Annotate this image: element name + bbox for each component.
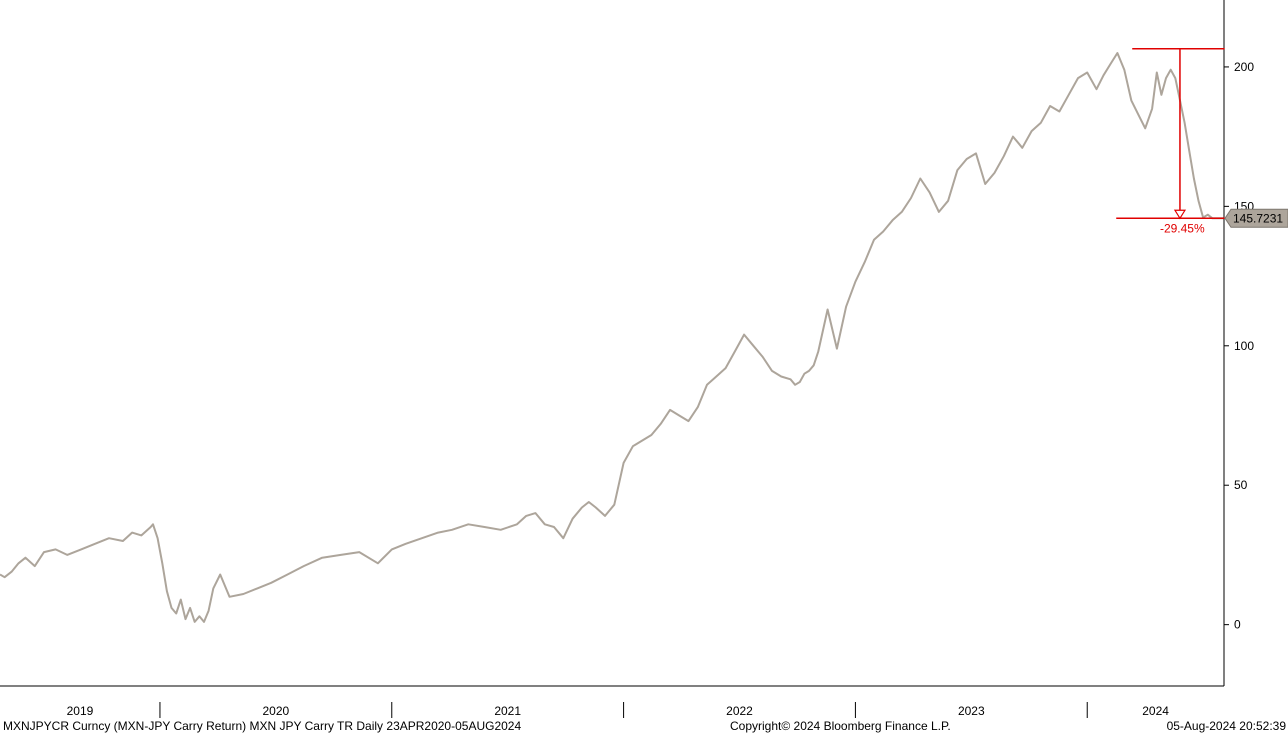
x-year-label: 2019 [67, 704, 94, 718]
drawdown-percent-label: -29.45% [1160, 221, 1205, 235]
x-year-label: 2023 [958, 704, 985, 718]
footer-copyright: Copyright© 2024 Bloomberg Finance L.P. [730, 719, 951, 733]
footer-security-description: MXNJPYCR Curncy (MXN-JPY Carry Return) M… [3, 719, 522, 733]
plot-area [0, 52, 1224, 623]
x-year-label: 2022 [726, 704, 753, 718]
x-year-label: 2024 [1142, 704, 1169, 718]
last-value-label: 145.7231 [1233, 211, 1283, 225]
series-line [0, 52, 1224, 623]
drawdown-annotation: -29.45% 145.7231 [1116, 48, 1288, 235]
y-tick-label: 0 [1234, 618, 1241, 632]
y-tick-label: 200 [1234, 60, 1254, 74]
drawdown-arrow-head [1173, 209, 1187, 220]
footer-timestamp: 05-Aug-2024 20:52:39 [1166, 719, 1286, 733]
last-value-box [1224, 208, 1288, 228]
x-year-label: 2020 [263, 704, 290, 718]
y-tick-label: 100 [1234, 339, 1254, 353]
y-tick-label: 50 [1234, 478, 1248, 492]
x-year-label: 2021 [494, 704, 521, 718]
